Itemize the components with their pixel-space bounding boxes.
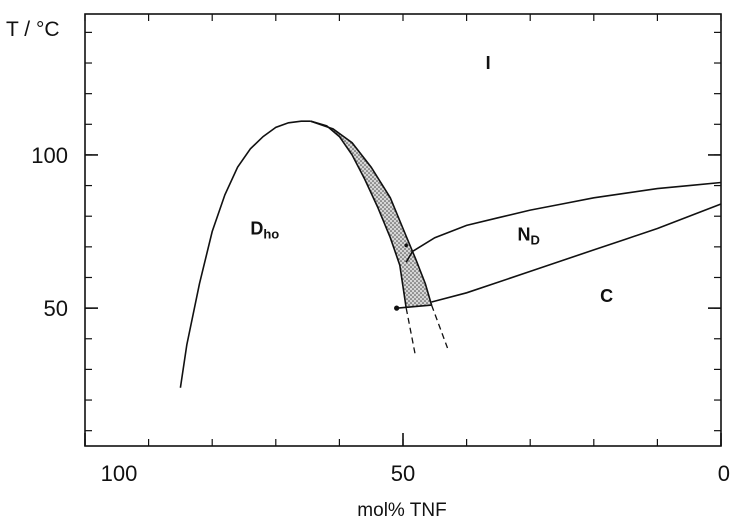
- series-dho-boundary-left: [179, 120, 311, 388]
- y-axis-label: T / °C: [6, 18, 60, 41]
- y-tick-label: 50: [44, 296, 68, 321]
- series-dho-boundary-right: [310, 120, 407, 309]
- x-tick-label: 100: [101, 461, 138, 486]
- series-dashed-extension-2: [430, 304, 449, 349]
- x-tick-label: 50: [391, 461, 415, 486]
- region-subscript: ho: [263, 227, 279, 242]
- series-nd-isotropic-boundary: [412, 181, 722, 253]
- region-label-c: C: [600, 286, 613, 306]
- series-eutectic-line: [397, 304, 432, 309]
- region-label-i: I: [486, 53, 491, 73]
- eutectic-point: [394, 305, 400, 311]
- x-tick-label: 0: [718, 461, 730, 486]
- x-axis-label: mol% TNF: [357, 500, 446, 521]
- series-nd-crystal-boundary: [431, 203, 722, 303]
- biphasic-region: [310, 121, 432, 309]
- series-nd-left-boundary: [405, 250, 414, 263]
- y-tick-label: 100: [31, 143, 68, 168]
- region-label-n-d: ND: [517, 225, 539, 248]
- series-biphasic-boundary: [310, 120, 433, 306]
- region-label-d-ho: Dho: [250, 219, 279, 242]
- series-dashed-extension-1: [405, 307, 417, 358]
- region-subscript: D: [530, 233, 539, 248]
- triple-point: [404, 243, 408, 248]
- plot-area: 100 50 0 50 100 I Dho ND C: [31, 13, 730, 486]
